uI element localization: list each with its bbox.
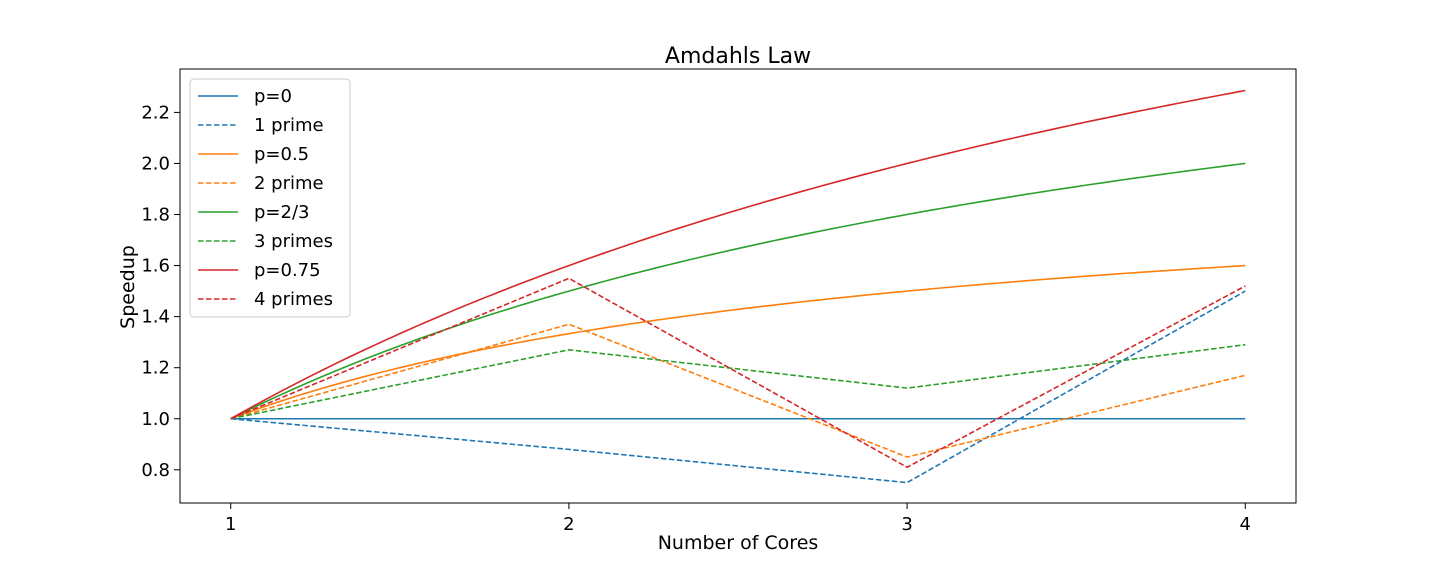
- y-tick-label: 1.2: [141, 358, 170, 379]
- series-line-5: [230, 343, 1246, 420]
- legend-label-3: 2 prime: [254, 173, 324, 194]
- x-tick-label: 4: [1240, 514, 1251, 535]
- y-tick-label: 1.8: [141, 205, 170, 226]
- y-tick-label: 2.0: [141, 153, 170, 174]
- legend-label-1: 1 prime: [254, 115, 324, 136]
- legend-label-6: p=0.75: [254, 260, 321, 281]
- x-tick-label: 3: [901, 514, 912, 535]
- series-line-2: [230, 264, 1246, 420]
- chart-title: Amdahls Law: [665, 44, 811, 69]
- y-tick-label: 2.2: [141, 102, 170, 123]
- legend-label-4: p=2/3: [254, 202, 309, 223]
- y-axis-label: Speedup: [117, 245, 139, 329]
- y-tick-label: 1.0: [141, 409, 170, 430]
- series-line-7: [230, 277, 1246, 469]
- y-tick-label: 1.4: [141, 307, 170, 328]
- plot-lines: [230, 89, 1246, 484]
- legend-box: [189, 78, 351, 318]
- x-tick-label: 1: [225, 514, 236, 535]
- y-tick-label: 1.6: [141, 256, 170, 277]
- series-line-4: [230, 162, 1246, 420]
- series-line-3: [230, 323, 1246, 458]
- legend-label-0: p=0: [254, 86, 292, 107]
- y-tick-label: 0.8: [141, 460, 170, 481]
- x-axis-label: Number of Cores: [658, 532, 819, 554]
- legend-label-2: p=0.5: [254, 144, 309, 165]
- x-axis: 1 2 3 4: [225, 503, 1251, 535]
- legend-label-7: 4 primes: [254, 289, 333, 310]
- x-tick-label: 2: [563, 514, 574, 535]
- series-line-6: [230, 89, 1246, 420]
- legend-label-5: 3 primes: [254, 231, 333, 252]
- y-axis: 0.8 1.0 1.2 1.4 1.6 1.8 2.0 2.2: [141, 102, 180, 481]
- plot-frame: [179, 68, 1297, 504]
- legend: p=0 1 prime p=0.5 2 prime p=2/3 3 primes p=0.7…: [189, 78, 351, 318]
- series-line-1: [230, 290, 1246, 484]
